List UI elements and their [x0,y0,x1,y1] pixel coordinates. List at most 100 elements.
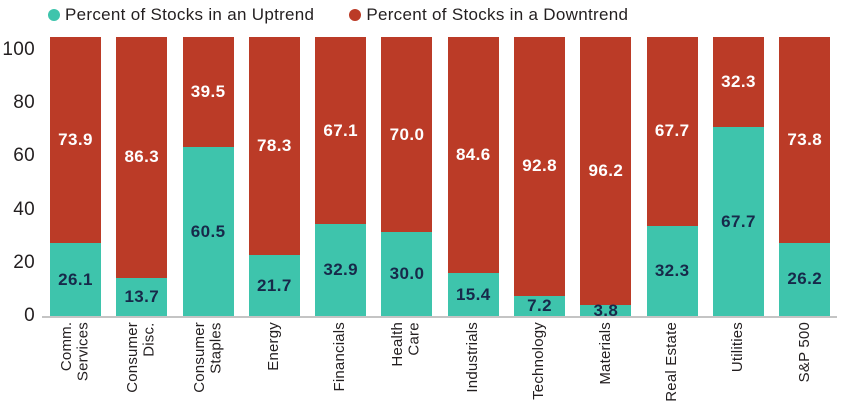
category-label: Consumer Staples [190,322,225,393]
downtrend-value-label: 32.3 [721,72,756,92]
uptrend-value-label: 7.2 [527,295,552,315]
uptrend-value-label: 67.7 [721,211,756,231]
downtrend-value-label: 73.9 [58,130,93,150]
category-label: Materials [596,322,614,385]
uptrend-segment: 13.7 [116,277,168,316]
downtrend-segment: 39.5 [182,37,234,148]
downtrend-value-label: 96.2 [588,161,624,181]
downtrend-legend-dot-icon [349,9,362,21]
x-axis-label-cell: Real Estate [647,322,698,407]
uptrend-segment: 3.8 [580,301,632,320]
bar-column: 86.3 13.7 [116,37,168,316]
x-axis-label-cell: Financials [315,322,366,407]
bar-column: 39.5 60.5 [182,37,234,316]
downtrend-value-label: 70.0 [389,124,425,144]
category-label: Technology [530,322,548,400]
uptrend-value-label: 30.0 [389,264,425,284]
uptrend-value-label: 32.3 [654,260,690,280]
plot-area: 73.9 26.1 86.3 13.7 39.5 60.5 78.3 21.7 67.1 32.9… [50,37,831,320]
uptrend-segment: 32.3 [646,225,698,316]
legend-item-uptrend: Percent of Stocks in an Uptrend [48,4,314,26]
uptrend-segment: 26.1 [50,243,101,316]
bar-column: 67.7 32.3 [646,37,698,316]
downtrend-value-label: 67.1 [323,120,359,140]
x-axis-label-cell: S&P 500 [779,322,830,407]
y-axis: 0 20 40 60 80 100 [0,0,37,407]
x-axis-label-cell: Comm. Services [50,322,101,407]
bar-column: 67.1 32.9 [315,37,367,316]
uptrend-segment: 26.2 [779,242,831,316]
downtrend-value-label: 39.5 [190,82,226,102]
category-label: Consumer Disc. [124,322,158,393]
bar-column: 78.3 21.7 [248,37,300,316]
downtrend-segment: 67.1 [315,37,367,225]
uptrend-segment: 60.5 [182,147,234,316]
category-label: Real Estate [662,322,680,402]
downtrend-value-label: 67.7 [654,121,690,141]
uptrend-value-label: 3.8 [593,300,619,320]
downtrend-segment: 96.2 [580,37,632,306]
downtrend-segment: 73.9 [50,37,101,244]
uptrend-value-label: 26.2 [787,269,823,289]
y-axis-tick-label: 100 [2,39,35,60]
uptrend-legend-dot-icon [48,9,60,21]
bar-column: 96.2 3.8 [580,37,632,320]
x-axis-label-cell: Materials [580,322,631,407]
downtrend-segment: 73.8 [779,37,831,243]
downtrend-value-label: 78.3 [257,136,292,156]
category-label: Industrials [464,322,482,393]
category-label: Financials [331,322,349,392]
uptrend-value-label: 32.9 [323,260,359,280]
uptrend-legend-label: Percent of Stocks in an Uptrend [65,5,315,24]
x-axis-label-cell: Consumer Staples [183,322,234,407]
uptrend-value-label: 26.1 [58,269,93,289]
category-label: S&P 500 [795,322,813,383]
category-label: Health Care [389,322,423,367]
uptrend-value-label: 13.7 [124,286,160,306]
bar-column: 32.3 67.7 [712,37,764,316]
bar-column: 92.8 7.2 [514,37,566,316]
y-axis-tick-label: 0 [24,305,35,326]
uptrend-segment: 15.4 [447,273,499,316]
downtrend-value-label: 92.8 [522,156,557,176]
legend: Percent of Stocks in an Uptrend Percent … [48,4,628,26]
bar-column: 70.0 30.0 [381,37,433,316]
downtrend-segment: 92.8 [514,37,566,296]
x-axis-label-cell: Consumer Disc. [116,322,167,407]
y-axis-tick-label: 60 [13,145,35,167]
x-axis-label-cell: Industrials [448,322,499,407]
downtrend-segment: 67.7 [646,37,698,226]
bar-column: 73.8 26.2 [779,37,831,316]
uptrend-value-label: 21.7 [257,275,292,295]
downtrend-value-label: 84.6 [455,145,491,165]
uptrend-segment: 7.2 [514,295,566,316]
x-axis-label-cell: Health Care [381,322,432,407]
uptrend-value-label: 15.4 [455,284,491,304]
downtrend-segment: 84.6 [447,37,499,274]
x-axis-line [42,315,837,318]
uptrend-value-label: 60.5 [190,221,226,241]
downtrend-value-label: 86.3 [124,147,160,167]
downtrend-segment: 32.3 [712,37,764,128]
y-axis-tick-label: 20 [13,251,35,273]
bar-column: 73.9 26.1 [50,37,101,316]
legend-item-downtrend: Percent of Stocks in a Downtrend [349,4,628,26]
downtrend-segment: 78.3 [248,37,300,256]
bar-column: 84.6 15.4 [447,37,499,316]
category-label: Utilities [729,322,747,373]
downtrend-segment: 86.3 [116,37,168,278]
downtrend-value-label: 73.8 [787,129,823,149]
x-axis-label-cell: Technology [514,322,565,407]
uptrend-segment: 30.0 [381,232,433,316]
x-axis-label-cell: Energy [249,322,300,407]
y-axis-tick-label: 40 [13,198,35,220]
category-label: Comm. Services [58,322,92,382]
downtrend-legend-label: Percent of Stocks in a Downtrend [366,5,629,24]
category-label: Energy [265,322,283,371]
uptrend-segment: 32.9 [315,224,367,316]
x-axis-labels: Comm. Services Consumer Disc. Consumer Sta… [50,322,831,407]
downtrend-segment: 70.0 [381,37,433,233]
uptrend-segment: 67.7 [712,127,764,316]
y-axis-tick-label: 80 [13,92,35,114]
